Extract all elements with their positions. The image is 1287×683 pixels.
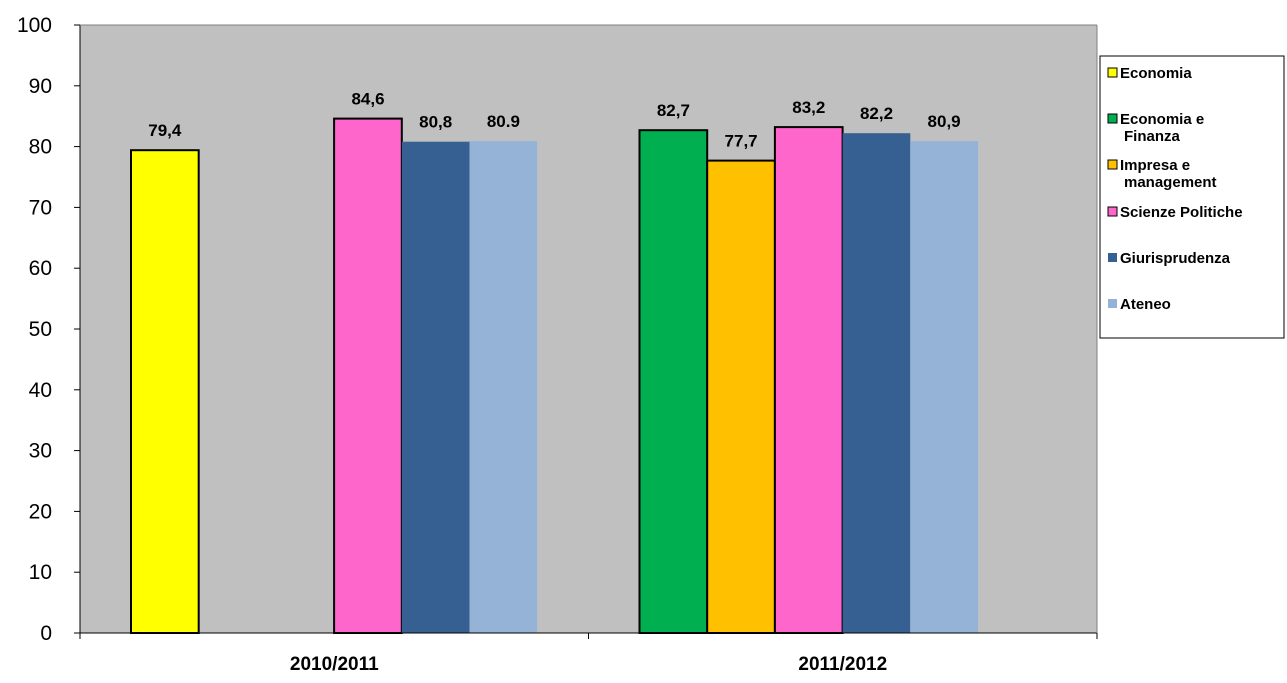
bar-economia-e-finanza-2011-2012 [638, 129, 709, 634]
y-tick-label-90: 90 [29, 75, 52, 98]
bar-economia-2010-2011 [130, 149, 200, 634]
y-tick-label-40: 40 [29, 379, 52, 402]
data-label-ateneo-2011-2012: 80,9 [928, 112, 961, 131]
bar-ateneo-2010-2011 [469, 141, 538, 633]
y-tick-label-50: 50 [29, 318, 52, 341]
legend-box [1099, 55, 1285, 339]
data-label-scienze-politiche-2011-2012: 83,2 [792, 98, 825, 117]
x-tick-label-2011-2012: 2011/2012 [798, 654, 887, 675]
data-label-impresa-e-management-2011-2012: 77,7 [725, 132, 758, 151]
legend-label-ateneo: Ateneo [1120, 296, 1171, 313]
data-label-giurisprudenza-2010-2011: 80,8 [419, 113, 452, 132]
x-tick-label-2010-2011: 2010/2011 [290, 654, 379, 675]
bar-giurisprudenza-2011-2012 [842, 133, 911, 633]
legend-swatch-ateneo [1108, 299, 1117, 308]
labels-group: 79,4 84,6 80,8 80.9 2010/2011 82,7 77,7 83,2 82,… [148, 90, 960, 675]
y-tick-label-0: 0 [40, 622, 52, 645]
y-tick-label-70: 70 [29, 196, 52, 219]
y-tick-label-60: 60 [29, 257, 52, 280]
legend-label-economia: Economia [1120, 65, 1192, 82]
legend-swatch-scienze-politiche [1107, 206, 1118, 217]
y-tick-label-10: 10 [29, 561, 52, 584]
bar-scienze-politiche-2010-2011 [333, 117, 403, 635]
data-label-economia-2010-2011: 79,4 [148, 121, 182, 140]
bars-group [130, 117, 978, 635]
y-tick-label-20: 20 [29, 500, 52, 523]
legend-label-economia-e-finanza: Economia e [1120, 111, 1204, 128]
bar-impresa-e-management-2011-2012 [706, 159, 776, 634]
legend-label-economia-e-finanza-line2: Finanza [1124, 128, 1180, 145]
legend-label-impresa-e-management-line2: management [1124, 174, 1217, 191]
bar-giurisprudenza-2010-2011 [401, 141, 470, 633]
bar-ateneo-2011-2012 [910, 141, 978, 633]
axes-group: 0 10 20 30 40 50 60 70 80 90 100 [17, 14, 1098, 645]
data-label-economia-e-finanza-2011-2012: 82,7 [657, 101, 690, 120]
y-tick-label-30: 30 [29, 440, 52, 463]
legend-label-giurisprudenza: Giurisprudenza [1120, 250, 1231, 267]
legend-swatch-impresa-e-management [1107, 159, 1118, 170]
legend-swatch-economia [1107, 67, 1118, 78]
legend-swatch-giurisprudenza [1108, 253, 1117, 262]
data-label-scienze-politiche-2010-2011: 84,6 [351, 90, 384, 109]
y-tick-label-100: 100 [17, 14, 52, 37]
data-label-ateneo-2010-2011: 80.9 [487, 112, 520, 131]
data-label-giurisprudenza-2011-2012: 82,2 [860, 104, 893, 123]
legend-label-impresa-e-management: Impresa e [1120, 157, 1190, 174]
y-tick-label-80: 80 [29, 136, 52, 159]
bar-scienze-politiche-2011-2012 [773, 126, 844, 634]
legend-label-scienze-politiche: Scienze Politiche [1120, 204, 1243, 221]
legend-swatch-economia-e-finanza [1107, 113, 1118, 124]
